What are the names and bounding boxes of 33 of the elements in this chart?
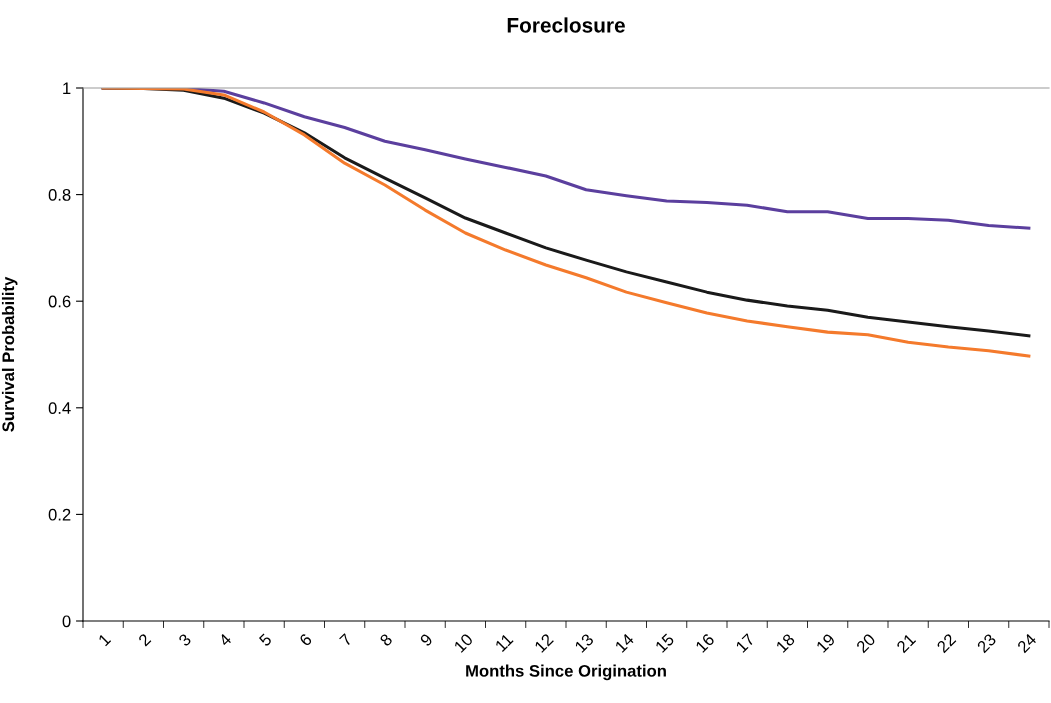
- y-axis-title: Survival Probability: [1, 276, 18, 432]
- y-tick-label: 0.2: [48, 508, 71, 521]
- x-tick-label: 14: [614, 632, 635, 653]
- x-tick-label: 4: [218, 632, 233, 647]
- y-tick-label: 0: [62, 615, 71, 628]
- x-axis-title: Months Since Origination: [466, 664, 666, 681]
- x-tick-label: 18: [775, 632, 796, 653]
- x-tick-label: 15: [654, 633, 675, 653]
- y-tick-label: 1: [63, 82, 71, 95]
- x-tick-label: 3: [177, 632, 192, 647]
- y-tick-label: 0.4: [48, 402, 71, 414]
- y-tick-label: 0.6: [48, 295, 71, 308]
- x-tick-label: 12: [533, 633, 554, 653]
- x-tick-label: 21: [895, 633, 917, 654]
- x-tick-label: 19: [815, 632, 836, 653]
- x-tick-label: 22: [936, 633, 957, 654]
- x-tick-label: 17: [735, 633, 756, 653]
- x-tick-label: 5: [258, 633, 273, 647]
- x-tick-label: 6: [298, 632, 313, 647]
- x-tick-label: 13: [574, 632, 595, 653]
- chart-title: Foreclosure: [507, 17, 625, 33]
- x-tick-label: 2: [137, 633, 152, 647]
- x-tick-label: 9: [419, 632, 434, 647]
- x-tick-label: 24: [1016, 632, 1038, 654]
- x-tick-label: 10: [453, 632, 474, 653]
- x-tick-label: 7: [339, 633, 353, 647]
- x-tick-label: 20: [855, 632, 877, 654]
- x-tick-label: 8: [379, 632, 394, 647]
- x-tick-label: 16: [694, 632, 716, 653]
- y-tick-label: 0.8: [48, 189, 71, 201]
- x-tick-label: 11: [494, 633, 514, 652]
- x-tick-label: 23: [976, 632, 997, 654]
- x-tick-label: 1: [97, 633, 112, 647]
